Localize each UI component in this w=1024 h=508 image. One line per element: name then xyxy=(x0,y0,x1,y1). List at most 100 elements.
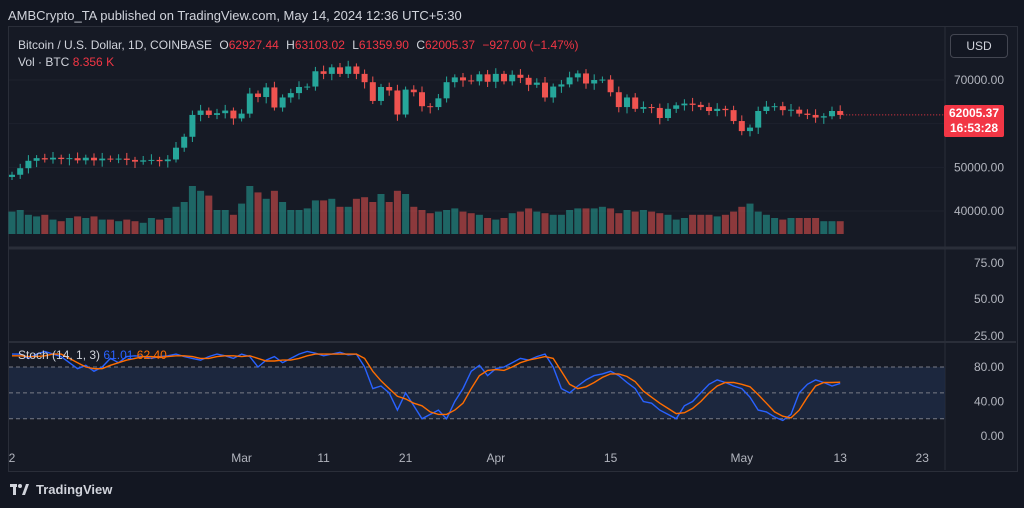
candle-body xyxy=(279,97,286,108)
currency-button[interactable]: USD xyxy=(950,34,1008,58)
volume-bar xyxy=(730,211,738,234)
volume-bars xyxy=(8,186,844,234)
price-tick-label: 50000.00 xyxy=(954,160,1004,174)
candle-body xyxy=(25,160,32,169)
candle-body xyxy=(410,89,417,93)
candle-body xyxy=(771,106,778,108)
volume-bar xyxy=(410,206,418,234)
tradingview-logo-icon xyxy=(10,483,29,495)
volume-bar xyxy=(393,190,401,234)
candle-body xyxy=(706,107,712,112)
volume-bar xyxy=(492,219,500,234)
volume-bar xyxy=(525,208,533,234)
volume-bar xyxy=(90,216,98,234)
candle-body xyxy=(222,110,229,114)
candle-body xyxy=(615,92,622,108)
candle-body xyxy=(164,159,171,162)
candle-body xyxy=(50,157,56,160)
volume-bar xyxy=(303,208,311,234)
open-value: 62927.44 xyxy=(228,38,279,52)
volume-bar xyxy=(516,211,524,234)
stoch-k-line xyxy=(12,350,841,422)
candle-body xyxy=(484,74,491,82)
candle-body xyxy=(132,159,138,162)
volume-label: Vol · BTC xyxy=(18,55,70,69)
volume-bar xyxy=(623,210,631,234)
volume-bar xyxy=(672,219,680,234)
volume-bar xyxy=(721,214,729,234)
x-tick-label: May xyxy=(730,451,753,465)
candle-body xyxy=(123,158,130,160)
volume-bar xyxy=(451,208,459,234)
candle-body xyxy=(648,107,655,109)
candle-body xyxy=(829,111,835,117)
tradingview-brand[interactable]: TradingView xyxy=(10,482,112,497)
volume-bar xyxy=(131,221,139,234)
last-price: 62005.37 xyxy=(948,106,1000,120)
open-label: O xyxy=(219,38,229,52)
candle-body xyxy=(41,158,48,160)
candle-body xyxy=(460,77,466,81)
aux-tick-label: 50.00 xyxy=(974,292,1004,306)
volume-bar xyxy=(49,219,57,234)
candle-body xyxy=(443,82,450,99)
candle-body xyxy=(378,86,384,101)
volume-bar xyxy=(713,216,721,234)
volume-bar xyxy=(746,203,754,234)
candle-body xyxy=(9,174,15,177)
candle-body xyxy=(837,111,844,115)
candle-body xyxy=(148,159,155,161)
candle-body xyxy=(271,87,278,108)
volume-bar xyxy=(41,214,49,234)
candle-body xyxy=(58,157,65,160)
candle-body xyxy=(804,113,811,115)
candle-body xyxy=(779,106,786,111)
x-tick-label: 13 xyxy=(834,451,848,465)
candle-body xyxy=(681,103,688,106)
candle-body xyxy=(91,157,97,161)
volume-bar xyxy=(557,214,565,234)
candle-body xyxy=(320,71,327,74)
high-value: 63103.02 xyxy=(294,38,345,52)
volume-bar xyxy=(8,211,16,234)
candle-body xyxy=(107,158,114,160)
volume-bar xyxy=(762,214,770,234)
candle-body xyxy=(419,92,425,107)
volume-bar xyxy=(459,211,467,234)
volume-bar xyxy=(180,202,188,234)
candle-body xyxy=(673,105,680,109)
volume-bar xyxy=(566,210,574,234)
volume-bar xyxy=(467,213,475,234)
candle-body xyxy=(345,66,352,74)
candle-body xyxy=(501,73,507,82)
low-label: L xyxy=(352,38,359,52)
volume-bar xyxy=(500,218,508,234)
volume-bar xyxy=(147,218,155,234)
candle-body xyxy=(304,86,311,88)
candle-body xyxy=(599,79,606,81)
stochastic-panel xyxy=(12,350,841,422)
volume-bar xyxy=(549,214,557,234)
candle-body xyxy=(583,73,589,84)
change-value: −927.00 (−1.47%) xyxy=(482,38,579,52)
volume-bar xyxy=(443,210,451,234)
volume-bar xyxy=(771,218,779,234)
volume-bar xyxy=(336,206,344,234)
volume-bar xyxy=(803,218,811,234)
candle-body xyxy=(665,108,671,118)
volume-bar xyxy=(295,210,303,234)
volume-bar xyxy=(172,206,180,234)
volume-bar xyxy=(795,218,803,234)
x-tick-label: 23 xyxy=(916,451,930,465)
volume-bar xyxy=(664,214,672,234)
x-tick-label: Apr xyxy=(486,451,505,465)
candle-body xyxy=(624,97,630,108)
aux-tick-label: 25.00 xyxy=(974,329,1004,343)
price-tick-label: 70000.00 xyxy=(954,73,1004,87)
volume-bar xyxy=(607,208,615,234)
candle-body xyxy=(542,82,548,98)
volume-bar xyxy=(631,211,639,234)
stoch-k-value: 61.01 xyxy=(103,348,134,362)
symbol-header: Bitcoin / U.S. Dollar, 1D, COINBASE O629… xyxy=(18,38,582,52)
